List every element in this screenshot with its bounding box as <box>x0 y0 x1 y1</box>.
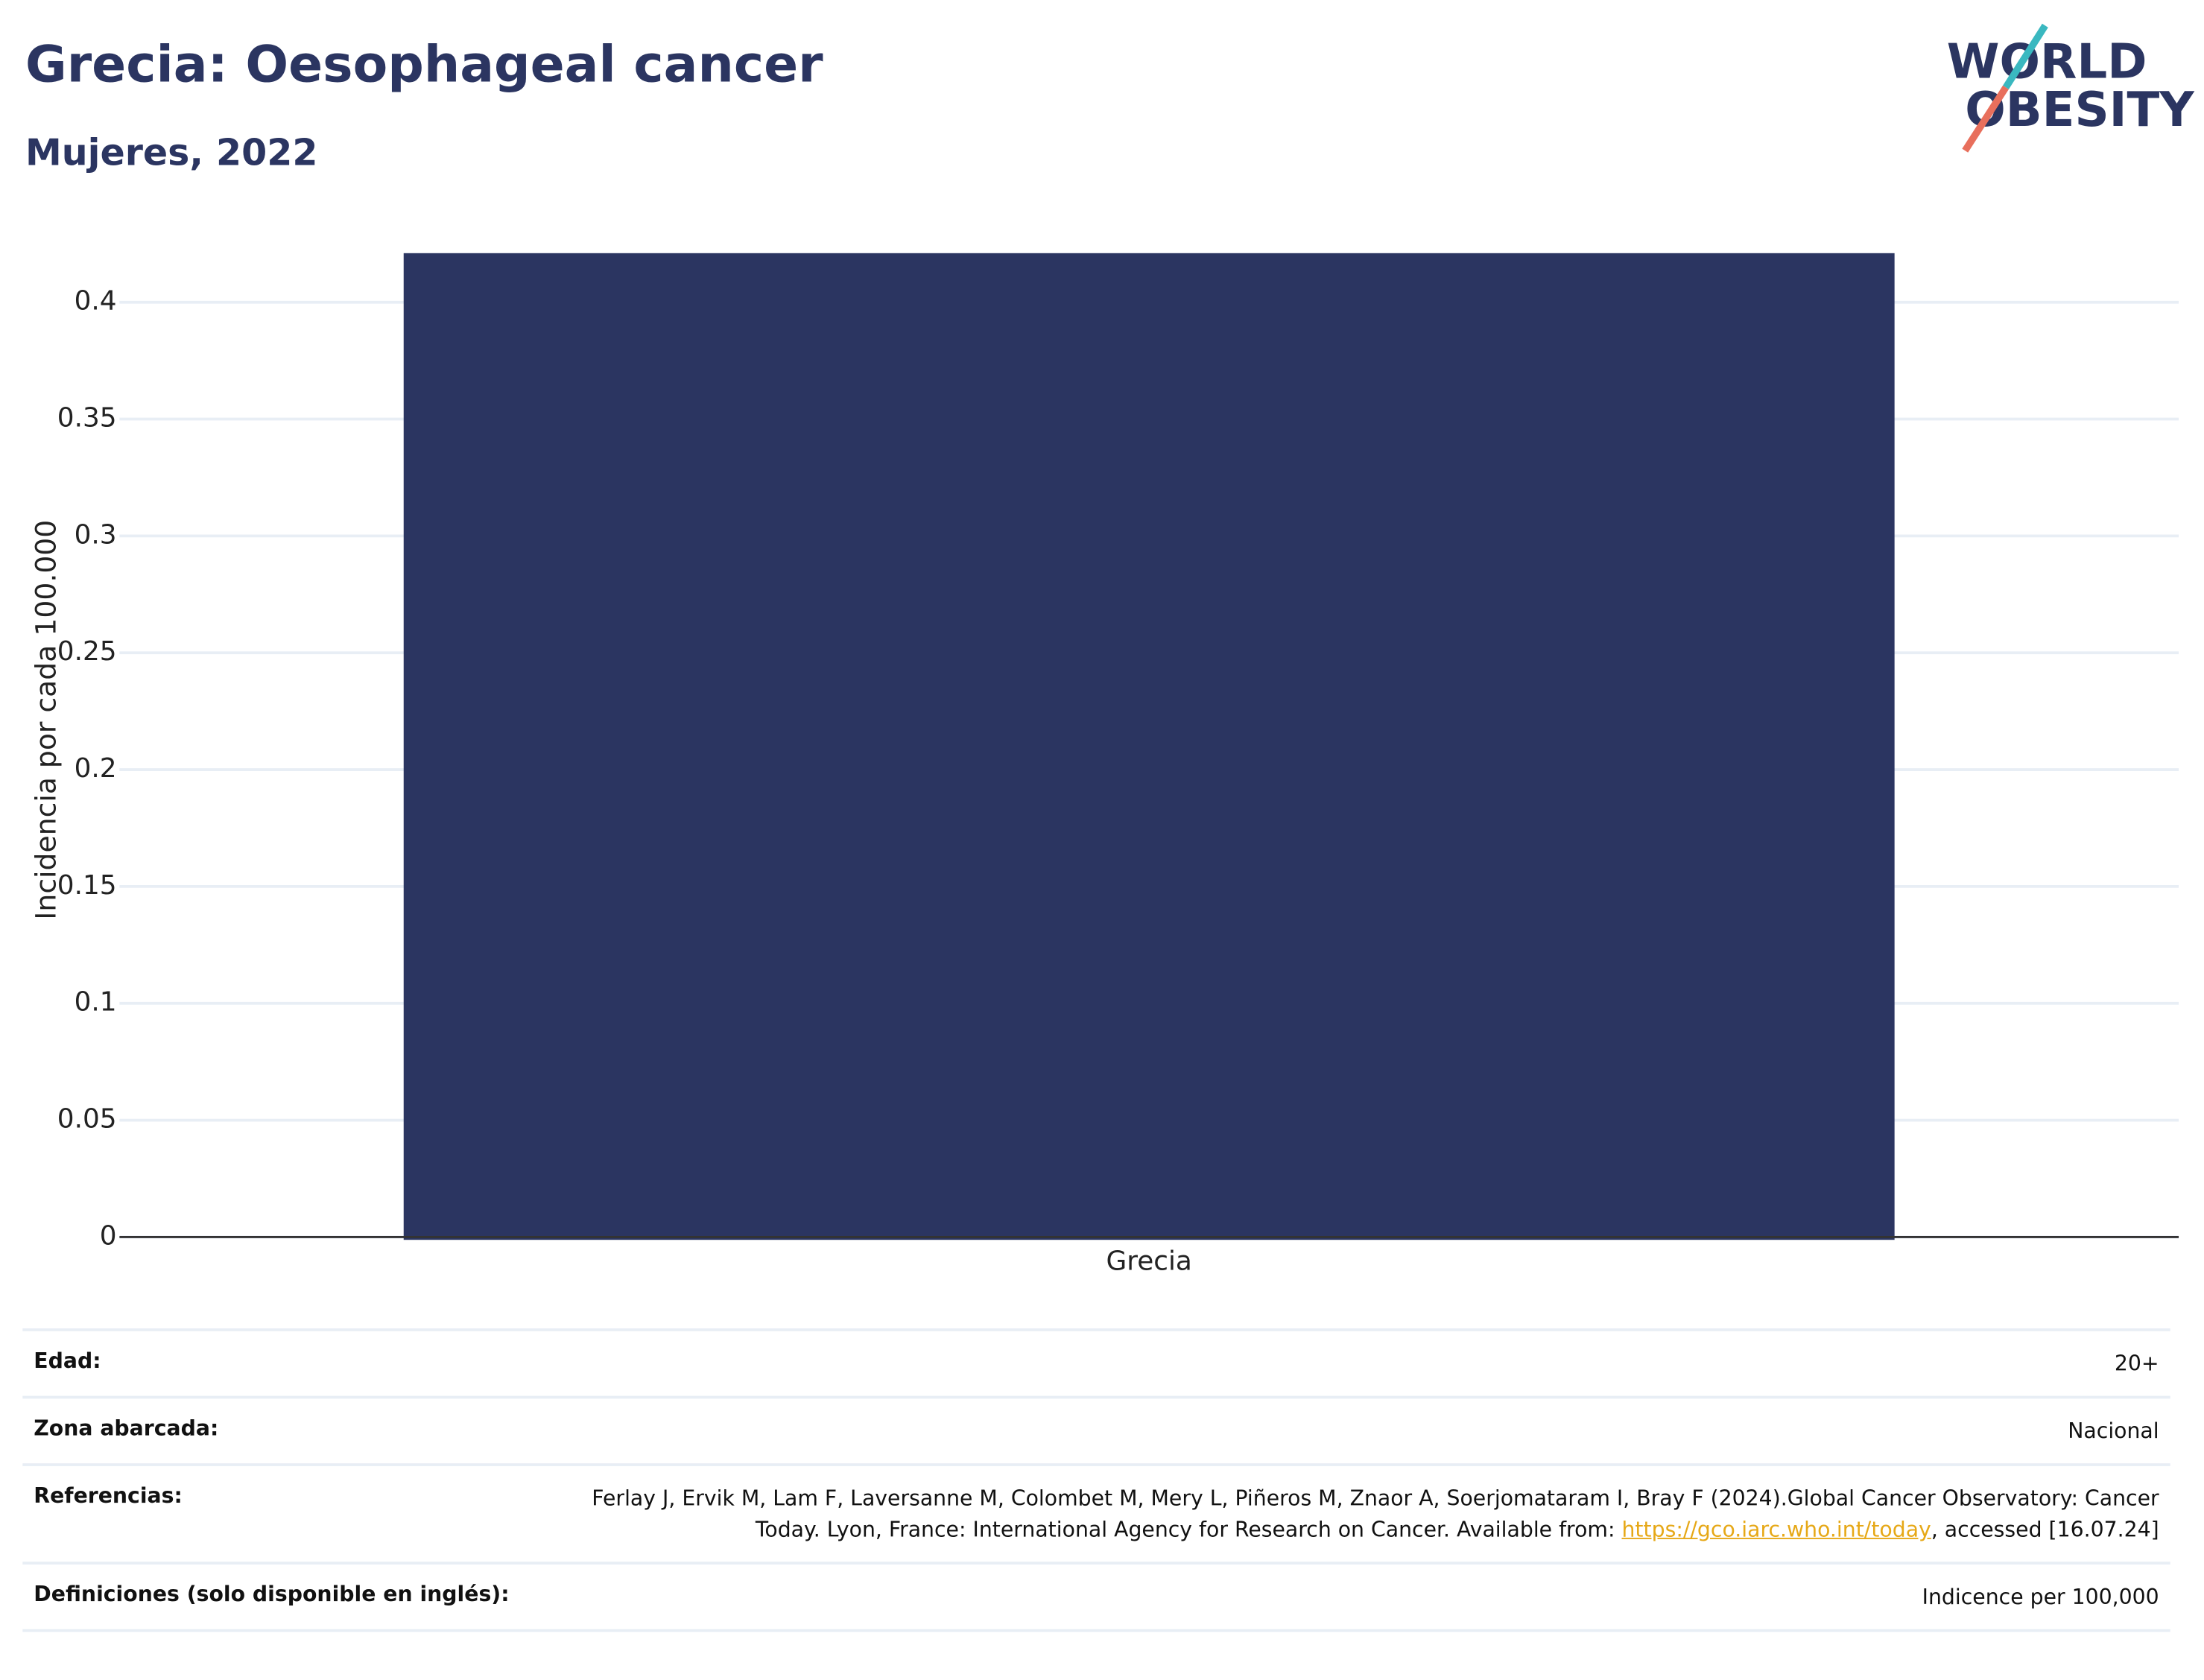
row-text: Indicence per 100,000 <box>1922 1584 2159 1610</box>
bar <box>403 253 1895 1240</box>
row-text: 20+ <box>2114 1351 2159 1377</box>
row-label: Zona abarcada: <box>34 1416 219 1441</box>
y-tick-label: 0 <box>100 1220 117 1251</box>
row-value: Indicence per 100,000 <box>1922 1582 2159 1613</box>
y-tick-label: 0.05 <box>57 1104 117 1135</box>
chart-subtitle: Mujeres, 2022 <box>25 130 318 174</box>
table-row: Zona abarcada: Nacional <box>22 1395 2170 1464</box>
row-label: Edad: <box>34 1348 101 1374</box>
row-text: Ferlay J, Ervik M, Lam F, Laversanne M, … <box>592 1486 2159 1542</box>
table: Edad: 20+ Zona abarcada: Nacional Referencia… <box>22 1328 2170 1632</box>
logo-slash <box>1962 85 2009 153</box>
table-row: Edad: 20+ <box>22 1328 2170 1396</box>
table-row: Definiciones (solo disponible en inglés)… <box>22 1562 2170 1629</box>
row-value: Ferlay J, Ervik M, Lam F, Laversanne M, … <box>542 1483 2159 1545</box>
y-axis-label: Incidencia por cada 100.000 <box>30 520 63 920</box>
y-tick-label: 0.15 <box>57 870 117 901</box>
link[interactable]: https://gco.iarc.who.int/today <box>1621 1516 1931 1542</box>
logo-text: OBESITY <box>1965 82 2195 138</box>
row-text: Nacional <box>2068 1418 2159 1444</box>
logo-slash <box>2003 23 2048 89</box>
logo-text: WORLD <box>1947 34 2147 90</box>
y-tick-label: 0.2 <box>75 753 117 784</box>
table-row: Referencias: Ferlay J, Ervik M, Lam F, La… <box>22 1463 2170 1562</box>
y-tick-label: 0.1 <box>75 987 117 1018</box>
y-tick-label: 0.25 <box>57 636 117 667</box>
row-value: 20+ <box>2115 1348 2159 1379</box>
row-text: , accessed [16.07.24] <box>1931 1516 2159 1542</box>
logo: WORLD OBESITY <box>1947 23 2195 153</box>
info-table: Edad: 20+ Zona abarcada: Nacional Referencia… <box>22 1328 2170 1632</box>
y-tick-label: 0.4 <box>75 286 117 317</box>
row-label: Referencias: <box>34 1483 183 1509</box>
x-tick-label: Grecia <box>1106 1246 1192 1276</box>
table-border <box>22 1629 2170 1632</box>
y-tick-label: 0.3 <box>75 519 117 550</box>
row-value: Nacional <box>2068 1416 2159 1447</box>
row-label: Definiciones (solo disponible en inglés)… <box>34 1581 510 1607</box>
y-tick-label: 0.35 <box>57 403 117 434</box>
chart-title: Grecia: Oesophageal cancer <box>25 35 823 94</box>
